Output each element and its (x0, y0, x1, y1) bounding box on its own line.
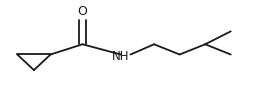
Text: NH: NH (112, 50, 130, 63)
Text: O: O (78, 5, 87, 19)
